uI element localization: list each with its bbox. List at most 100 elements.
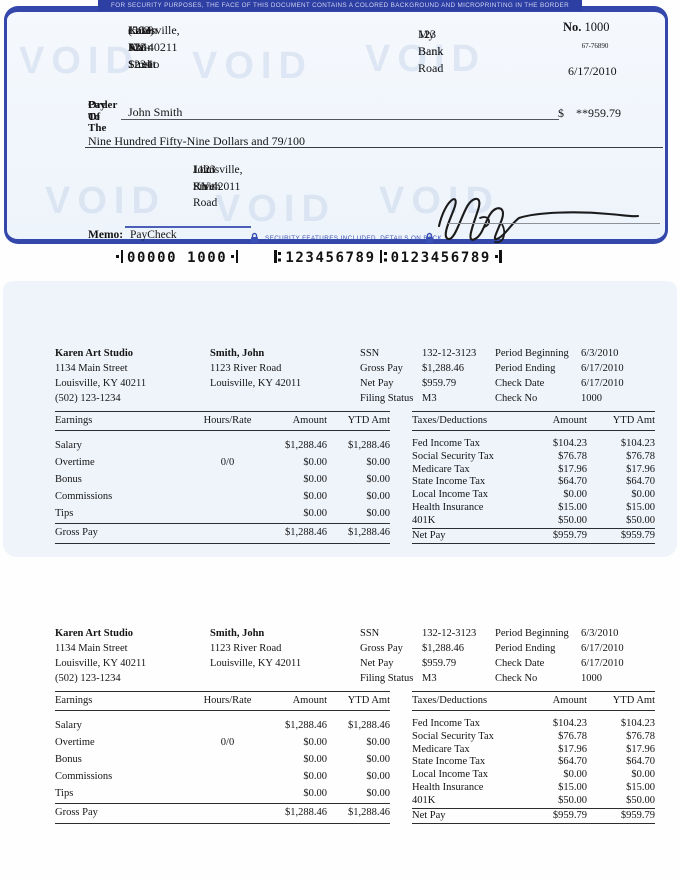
- deduction-row: Health Insurance $15.00 $15.00: [412, 501, 655, 513]
- amount-header: Amount: [265, 411, 327, 431]
- summary-value: $1,288.46: [422, 643, 464, 654]
- period-pair: Check No 1000: [495, 671, 655, 686]
- ytd-amt-header: YTD Amt: [587, 691, 655, 711]
- employee-block: Smith, John 1123 River Road Louisville, …: [210, 346, 360, 406]
- check-body: VOID VOID VOID VOID VOID VOID Karen Art …: [4, 6, 668, 244]
- stub-info-row: Karen Art Studio 1134 Main Street Louisv…: [55, 346, 655, 406]
- period-label: Check No: [495, 393, 538, 404]
- summary-label: Gross Pay: [360, 363, 403, 374]
- earnings-row: Tips $0.00 $0.00: [55, 507, 390, 519]
- summary-label: Gross Pay: [360, 643, 403, 654]
- period-block: Period Beginning 6/3/2010 Period Ending …: [495, 346, 655, 406]
- bank-name: My Bank: [418, 27, 444, 58]
- void-watermark: VOID: [192, 45, 313, 87]
- amount-in-words: Nine Hundred Fifty-Nine Dollars and 79/1…: [88, 134, 305, 148]
- check-date: 6/17/2010: [568, 64, 617, 78]
- period-pair: Period Beginning 6/3/2010: [495, 626, 655, 641]
- deduction-row: Medicare Tax $17.96 $17.96: [412, 743, 655, 755]
- micr-check-number: 00000 1000: [127, 250, 228, 266]
- ytd-amt-header: YTD Amt: [327, 691, 390, 711]
- summary-value: 132-12-3123: [422, 348, 477, 359]
- deduction-row: Medicare Tax $17.96 $17.96: [412, 463, 655, 475]
- summary-pair: SSN 132-12-3123: [360, 626, 495, 641]
- period-value: 1000: [581, 673, 602, 684]
- signature-line: [448, 223, 660, 224]
- payee-addr-name: John Smith: [193, 164, 221, 193]
- pay-summary-block: SSN 132-12-3123 Gross Pay $1,288.46 Net …: [360, 346, 495, 406]
- period-value: 6/3/2010: [581, 348, 619, 359]
- employee-street: 1123 River Road: [210, 363, 282, 374]
- earnings-header: Earnings: [55, 691, 190, 711]
- bank-fraction-number: 67-76890: [581, 42, 609, 50]
- deduction-row: Local Income Tax $0.00 $0.00: [412, 489, 655, 501]
- pay-stub-copy-1: Karen Art Studio 1134 Main Street Louisv…: [55, 346, 655, 545]
- summary-value: $1,288.46: [422, 363, 464, 374]
- period-value: 6/17/2010: [581, 378, 624, 389]
- earnings-table: Earnings Hours/Rate Amount YTD Amt Salar…: [55, 411, 390, 545]
- employee-block: Smith, John 1123 River Road Louisville, …: [210, 626, 360, 686]
- stub-info-row: Karen Art Studio 1134 Main Street Louisv…: [55, 626, 655, 686]
- payee-addr-street: 1123 River Road: [193, 164, 219, 209]
- memo-line: [125, 226, 251, 228]
- amount-header: Amount: [525, 691, 587, 711]
- amount-numeric: **959.79: [576, 106, 621, 120]
- micr-on-us-symbol: [231, 250, 239, 263]
- check-number: No. 1000: [563, 20, 663, 35]
- period-pair: Period Ending 6/17/2010: [495, 361, 655, 376]
- period-label: Period Ending: [495, 363, 556, 374]
- gross-pay-row: Gross Pay $1,288.46 $1,288.46: [55, 802, 390, 825]
- deduction-row: State Income Tax $64.70 $64.70: [412, 756, 655, 768]
- period-pair: Check Date 6/17/2010: [495, 376, 655, 391]
- security-note: SECURITY FEATURES INCLUDED. DETAILS ON B…: [265, 235, 443, 242]
- micr-line: 00000 1000 123456789 0123456789: [112, 250, 506, 266]
- summary-pair: SSN 132-12-3123: [360, 346, 495, 361]
- employer-name: Karen Art Studio: [55, 348, 133, 359]
- deduction-row: 401K $50.00 $50.00: [412, 794, 655, 806]
- check-number-label: No.: [563, 20, 582, 34]
- hours-rate-header: Hours/Rate: [190, 691, 265, 711]
- employee-name: Smith, John: [210, 628, 265, 639]
- payer-city: Louisville, KY 40211: [128, 23, 180, 54]
- ytd-amt-header: YTD Amt: [327, 411, 390, 431]
- employer-city: Louisville, KY 40211: [55, 658, 147, 669]
- period-label: Check Date: [495, 378, 545, 389]
- deduction-row: Health Insurance $15.00 $15.00: [412, 781, 655, 793]
- payee-name-line: [121, 119, 559, 120]
- deduction-row: 401K $50.00 $50.00: [412, 514, 655, 526]
- summary-value: 132-12-3123: [422, 628, 477, 639]
- deduction-row: Social Security Tax $76.78 $76.78: [412, 450, 655, 462]
- employer-street: 1134 Main Street: [55, 363, 128, 374]
- employee-street: 1123 River Road: [210, 643, 282, 654]
- summary-label: Filing Status: [360, 673, 414, 684]
- employee-name: Smith, John: [210, 348, 265, 359]
- summary-pair: Filing Status M3: [360, 391, 495, 406]
- micr-on-us-symbol: [494, 250, 502, 263]
- padlock-icon: [426, 232, 433, 243]
- summary-value: $959.79: [422, 378, 457, 389]
- taxes-deductions-header: Taxes/Deductions: [412, 691, 525, 711]
- stub-tables-row: Earnings Hours/Rate Amount YTD Amt Salar…: [55, 411, 655, 545]
- earnings-row: Bonus $0.00 $0.00: [55, 753, 390, 765]
- earnings-row: Bonus $0.00 $0.00: [55, 473, 390, 485]
- earnings-row: Commissions $0.00 $0.00: [55, 770, 390, 782]
- summary-pair: Gross Pay $1,288.46: [360, 361, 495, 376]
- summary-pair: Filing Status M3: [360, 671, 495, 686]
- earnings-row: Tips $0.00 $0.00: [55, 787, 390, 799]
- payee-addr-city: Louisville, KY 42011: [193, 164, 243, 193]
- earnings-row: Overtime 0/0 $0.00 $0.00: [55, 736, 390, 748]
- net-pay-row: Net Pay $959.79 $959.79: [412, 527, 655, 545]
- summary-label: Net Pay: [360, 658, 394, 669]
- void-watermark: VOID: [19, 40, 140, 82]
- micr-transit-symbol: [379, 250, 387, 263]
- ytd-amt-header: YTD Amt: [587, 411, 655, 431]
- earnings-row: Salary $1,288.46 $1,288.46: [55, 720, 390, 732]
- earnings-row: Commissions $0.00 $0.00: [55, 490, 390, 502]
- earnings-row: Salary $1,288.46 $1,288.46: [55, 440, 390, 452]
- payer-name: Karen Art Studio: [128, 23, 160, 71]
- employer-name: Karen Art Studio: [55, 628, 133, 639]
- employer-block: Karen Art Studio 1134 Main Street Louisv…: [55, 626, 210, 686]
- void-watermark: VOID: [45, 180, 166, 222]
- period-value: 1000: [581, 393, 602, 404]
- padlock-icon: [251, 232, 258, 243]
- memo-label: Memo:: [88, 229, 124, 241]
